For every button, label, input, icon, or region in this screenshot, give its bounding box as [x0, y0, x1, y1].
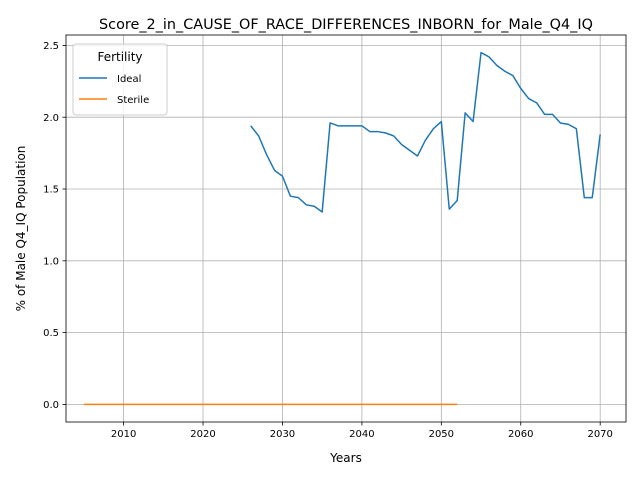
x-tick-label: 2040: [349, 429, 374, 440]
plot-frame: [65, 34, 627, 423]
legend: Fertility Ideal Sterile: [72, 43, 168, 116]
y-tick-label: 2.5: [43, 41, 59, 52]
y-tick-label: 0.5: [43, 328, 59, 339]
series-line-ideal: [250, 51, 601, 213]
legend-box: [72, 43, 168, 116]
y-tick-label: 0.0: [43, 400, 59, 411]
y-tick-label: 2.0: [43, 113, 59, 124]
x-tick-label: 2030: [270, 429, 295, 440]
x-tick-label: 2020: [190, 429, 215, 440]
axis-ticks: 2010 2020 2030 2040 2050 2060 2070 0.0 0.5 1.0 1.5…: [43, 41, 613, 440]
legend-entries: Ideal Sterile: [79, 74, 149, 106]
x-axis-label: Years: [329, 451, 362, 465]
series-lines: [83, 51, 601, 406]
legend-label: Ideal: [117, 74, 141, 85]
chart-title: Score_2_in_CAUSE_OF_RACE_DIFFERENCES_INB…: [99, 17, 593, 33]
x-tick-label: 2010: [111, 429, 136, 440]
y-axis-label: % of Male Q4_IQ Population: [14, 146, 28, 312]
x-tick-label: 2050: [429, 429, 454, 440]
x-tick-label: 2060: [508, 429, 533, 440]
y-tick-label: 1.0: [43, 256, 59, 267]
x-tick-label: 2070: [587, 429, 612, 440]
legend-label: Sterile: [117, 95, 149, 106]
legend-title: Fertility: [97, 50, 142, 64]
y-tick-label: 1.5: [43, 185, 59, 196]
